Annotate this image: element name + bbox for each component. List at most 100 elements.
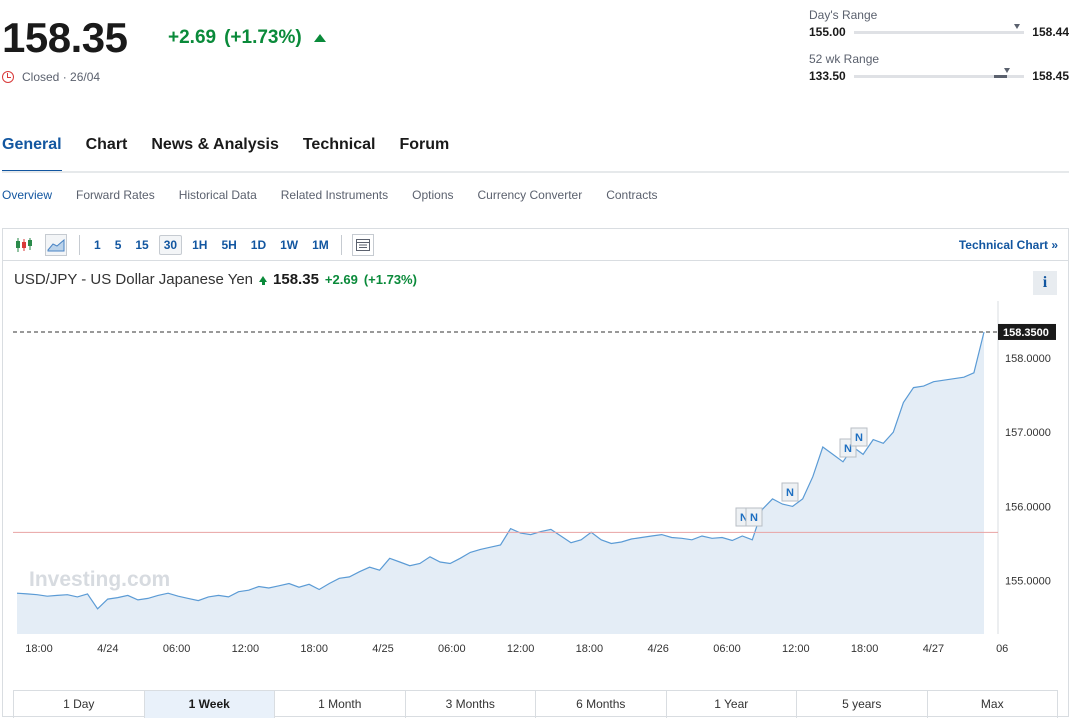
tab-forum[interactable]: Forum — [399, 136, 450, 153]
52wk-range-high: 158.45 — [1032, 69, 1069, 83]
tab-general[interactable]: General — [2, 136, 62, 173]
change-value: +2.69 — [168, 27, 217, 48]
y-tick-label: 158.0000 — [1005, 353, 1051, 365]
x-tick-label: 12:00 — [507, 643, 535, 655]
market-status: Closed · 26/04 — [2, 70, 100, 84]
timeframe-1m[interactable]: 1M — [312, 237, 329, 252]
period-1-month[interactable]: 1 Month — [275, 691, 406, 718]
timeframe-30[interactable]: 30 — [158, 234, 183, 255]
period-max[interactable]: Max — [980, 697, 1004, 711]
x-tick-label: 4/27 — [923, 643, 944, 655]
period-5-years[interactable]: 5 years — [797, 691, 928, 718]
period-1-year[interactable]: 1 Year — [667, 691, 797, 718]
x-tick-label: 06:00 — [438, 643, 466, 655]
instrument-name: USD/JPY - US Dollar Japanese Yen — [14, 271, 254, 288]
y-tick-label: 157.0000 — [1005, 427, 1051, 439]
change-percent: (+1.73%) — [224, 27, 302, 48]
news-marker: N — [750, 512, 758, 524]
news-marker: N — [844, 443, 852, 455]
last-price-label: 158.3500 — [1003, 327, 1049, 339]
chart-header-change: +2.69 — [324, 272, 358, 287]
period-3-months[interactable]: 3 Months — [406, 691, 536, 718]
x-tick-label: 18:00 — [300, 643, 328, 655]
chart-header-price: 158.35 — [273, 271, 319, 288]
days-range-marker — [1014, 23, 1021, 29]
candlestick-icon[interactable] — [13, 234, 35, 256]
timeframe-5h[interactable]: 5H — [221, 237, 237, 252]
tabs-divider — [2, 171, 1069, 173]
market-status-text: Closed · 26/04 — [22, 70, 101, 84]
x-tick-label: 4/26 — [647, 643, 668, 655]
tab-chart[interactable]: Chart — [85, 136, 128, 153]
period-6-months[interactable]: 6 Months — [536, 691, 667, 718]
toolbar-separator — [340, 234, 342, 255]
52wk-range-low: 133.50 — [809, 69, 846, 83]
toolbar-separator — [79, 234, 80, 255]
up-arrow-icon — [259, 275, 268, 285]
x-tick-label: 12:00 — [782, 643, 810, 655]
period-1-week[interactable]: 1 Week — [144, 691, 275, 718]
chart-toolbar: 1 5 15 30 1H 5H 1D 1W 1M Technical Chart… — [3, 229, 1068, 261]
days-range-label: Day's Range — [809, 8, 878, 22]
news-marker: N — [786, 487, 794, 499]
subtab-historical-data[interactable]: Historical Data — [178, 188, 257, 202]
subtab-contracts[interactable]: Contracts — [606, 188, 658, 202]
x-tick-label: 18:00 — [576, 643, 604, 655]
price-chart[interactable]: Investing.com 158.3500 158.0000 157.0000 156… — [3, 229, 1068, 689]
period-1-day[interactable]: 1 Day — [14, 691, 145, 718]
subtab-related-instruments[interactable]: Related Instruments — [280, 188, 389, 202]
52wk-range-label: 52 wk Range — [809, 52, 880, 66]
main-tabs: General Chart News & Analysis Technical … — [2, 136, 449, 173]
area-chart-icon[interactable] — [45, 233, 67, 256]
x-tick-label: 18:00 — [25, 643, 53, 655]
52wk-range-fill — [993, 74, 1008, 78]
timeframe-1h[interactable]: 1H — [192, 237, 208, 252]
news-marker-box — [850, 427, 868, 447]
days-range-bar — [853, 23, 1025, 34]
days-range-low: 155.00 — [809, 25, 846, 39]
news-marker: N — [740, 512, 748, 524]
timeframe-5[interactable]: 5 — [114, 237, 122, 252]
chart-panel: 1 5 15 30 1H 5H 1D 1W 1M Technical Chart… — [2, 228, 1069, 718]
subtab-forward-rates[interactable]: Forward Rates — [76, 188, 155, 202]
technical-chart-link[interactable]: Technical Chart » — [958, 237, 1058, 252]
y-tick-label: 155.0000 — [1005, 576, 1051, 588]
x-tick-label: 06:00 — [163, 643, 191, 655]
info-button[interactable]: i — [1033, 271, 1057, 295]
tab-news-analysis[interactable]: News & Analysis — [151, 136, 279, 153]
news-marker-box — [745, 507, 763, 527]
y-tick-label: 156.0000 — [1005, 501, 1051, 513]
tab-technical[interactable]: Technical — [302, 136, 376, 153]
up-arrow-icon — [313, 34, 326, 42]
x-tick-label: 06:00 — [713, 643, 741, 655]
chart-header: USD/JPY - US Dollar Japanese Yen 158.35 … — [14, 271, 417, 288]
news-marker-box — [781, 482, 799, 502]
price-line — [16, 331, 985, 610]
watermark: Investing.com — [29, 568, 170, 591]
x-tick-label: 12:00 — [232, 643, 260, 655]
chart-header-change-pct: (+1.73%) — [363, 272, 417, 287]
timeframe-15[interactable]: 15 — [135, 237, 149, 252]
subtab-overview[interactable]: Overview — [2, 188, 53, 202]
subtab-currency-converter[interactable]: Currency Converter — [477, 188, 583, 202]
news-marker: N — [855, 432, 863, 444]
x-tick-label: 18:00 — [851, 643, 879, 655]
clock-icon — [2, 71, 14, 83]
chart-settings-icon[interactable] — [351, 233, 374, 256]
timeframe-1w[interactable]: 1W — [280, 237, 299, 252]
timeframe-1[interactable]: 1 — [94, 237, 101, 252]
timeframe-1d[interactable]: 1D — [250, 237, 267, 252]
current-price: 158.35 — [2, 14, 128, 61]
sub-tabs: Overview Forward Rates Historical Data R… — [2, 188, 658, 202]
52wk-range-marker — [1004, 67, 1011, 73]
days-range: Day's Range 155.00 158.44 — [809, 8, 1069, 39]
price-change: +2.69 (+1.73%) — [168, 27, 326, 49]
subtab-options[interactable]: Options — [412, 188, 454, 202]
52wk-range: 52 wk Range 133.50 158.45 — [809, 52, 1069, 83]
x-tick-label: 4/25 — [372, 643, 393, 655]
52wk-range-bar — [853, 67, 1025, 78]
period-selector: 1 Day 1 Week 1 Month 3 Months 6 Months 1… — [13, 690, 1058, 718]
price-area — [17, 332, 984, 634]
days-range-high: 158.44 — [1032, 25, 1069, 39]
x-tick-label: 4/24 — [97, 643, 118, 655]
